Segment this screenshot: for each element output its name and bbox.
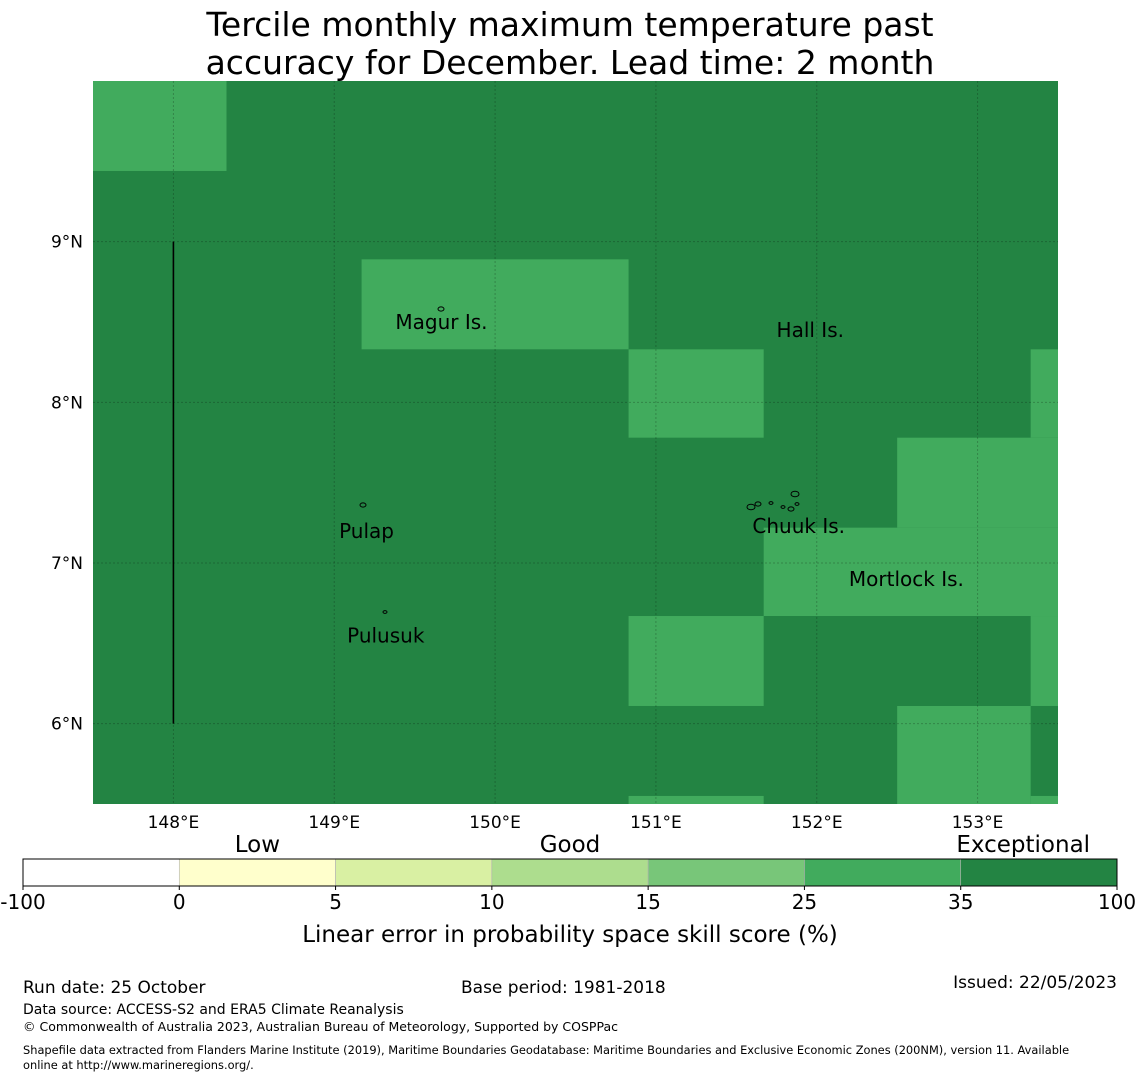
- colorbar-bin: [804, 858, 962, 887]
- lat-tick-label: 9°N: [51, 233, 83, 253]
- island-outline: [746, 503, 756, 511]
- lat-tick-label: 8°N: [51, 393, 83, 413]
- island-outline: [787, 506, 795, 512]
- data-source: Data source: ACCESS-S2 and ERA5 Climate …: [23, 1002, 404, 1018]
- lat-tick-label: 7°N: [51, 554, 83, 574]
- island-outline: [768, 501, 774, 505]
- issued-date: Issued: 22/05/2023: [953, 973, 1117, 993]
- skill-cell-good: [897, 437, 1058, 528]
- skill-cell-good: [1030, 616, 1058, 706]
- shapefile-credit-line-2: online at http://www.marineregions.org/.: [23, 1058, 254, 1072]
- colorbar-frame: [22, 858, 1118, 887]
- chart-title: Tercile monthly maximum temperature past…: [0, 6, 1140, 82]
- colorbar-category-label: Good: [540, 832, 601, 858]
- run-date: Run date: 25 October: [23, 978, 206, 998]
- colorbar-tick-label: 25: [792, 890, 817, 914]
- island-outline: [780, 505, 786, 509]
- island-outline: [382, 610, 388, 614]
- shapefile-credit-line-1: Shapefile data extracted from Flanders M…: [23, 1043, 1070, 1057]
- skill-cell-good: [93, 81, 227, 171]
- skill-cell-good: [1030, 349, 1058, 438]
- title-line-2: accuracy for December. Lead time: 2 mont…: [205, 43, 935, 82]
- skill-cell-good: [628, 616, 764, 706]
- colorbar-tick-label: 0: [173, 890, 186, 914]
- place-label: Pulap: [339, 519, 394, 543]
- skill-cell-good: [897, 705, 1031, 804]
- island-outline: [790, 490, 800, 498]
- colorbar-bin: [491, 858, 649, 887]
- skill-cell-good: [628, 795, 764, 804]
- skill-cell-good: [763, 527, 1058, 617]
- lon-tick-label: 153°E: [952, 813, 1004, 833]
- colorbar-tick-label: 100: [1098, 890, 1136, 914]
- map-plot-area: 148°E 149°E 150°E 151°E 152°E 153°E 9°N 8°N 7°N 6…: [51, 81, 1058, 833]
- colorbar-tick-label: 5: [329, 890, 342, 914]
- colorbar-tick-label: 15: [635, 890, 660, 914]
- colorbar-bin: [647, 858, 805, 887]
- colorbar-title: Linear error in probability space skill …: [302, 922, 838, 948]
- place-label: Pulusuk: [347, 623, 425, 647]
- lon-tick-label: 152°E: [791, 813, 843, 833]
- lon-tick-label: 148°E: [148, 813, 200, 833]
- lon-tick-label: 151°E: [630, 813, 682, 833]
- colorbar-category-label: Low: [235, 832, 280, 858]
- lon-tick-label: 149°E: [308, 813, 360, 833]
- copyright: © Commonwealth of Australia 2023, Austra…: [23, 1019, 618, 1034]
- place-label: Hall Is.: [777, 318, 844, 342]
- base-period: Base period: 1981-2018: [461, 978, 666, 998]
- island-outline: [794, 502, 800, 506]
- colorbar-tick-label: 10: [479, 890, 504, 914]
- lon-tick-label: 150°E: [469, 813, 521, 833]
- lat-tick-label: 6°N: [51, 715, 83, 735]
- title-line-1: Tercile monthly maximum temperature past: [206, 5, 934, 44]
- place-label: Magur Is.: [395, 310, 487, 334]
- map-figure: 148°E 149°E 150°E 151°E 152°E 153°E 9°N 8°N 7°N 6…: [0, 81, 1136, 948]
- colorbar-bin: [22, 858, 180, 887]
- skill-cell-good: [1030, 795, 1058, 804]
- skill-cell-good: [361, 259, 629, 350]
- colorbar-category-label: Exceptional: [956, 832, 1090, 858]
- island-outline: [359, 502, 367, 508]
- colorbar-bin: [335, 858, 493, 887]
- island-outline: [754, 501, 762, 507]
- skill-cell-good: [628, 349, 764, 438]
- place-label: Mortlock Is.: [849, 567, 964, 591]
- colorbar: -100 0 5 10 15 25 35 100 Low Good Exceptional Linea…: [0, 832, 1136, 948]
- place-label: Chuuk Is.: [752, 514, 845, 538]
- colorbar-bin: [178, 858, 336, 887]
- island-outline: [437, 306, 445, 312]
- colorbar-tick-label: -100: [0, 890, 45, 914]
- colorbar-tick-label: 35: [948, 890, 973, 914]
- colorbar-bin: [960, 858, 1118, 887]
